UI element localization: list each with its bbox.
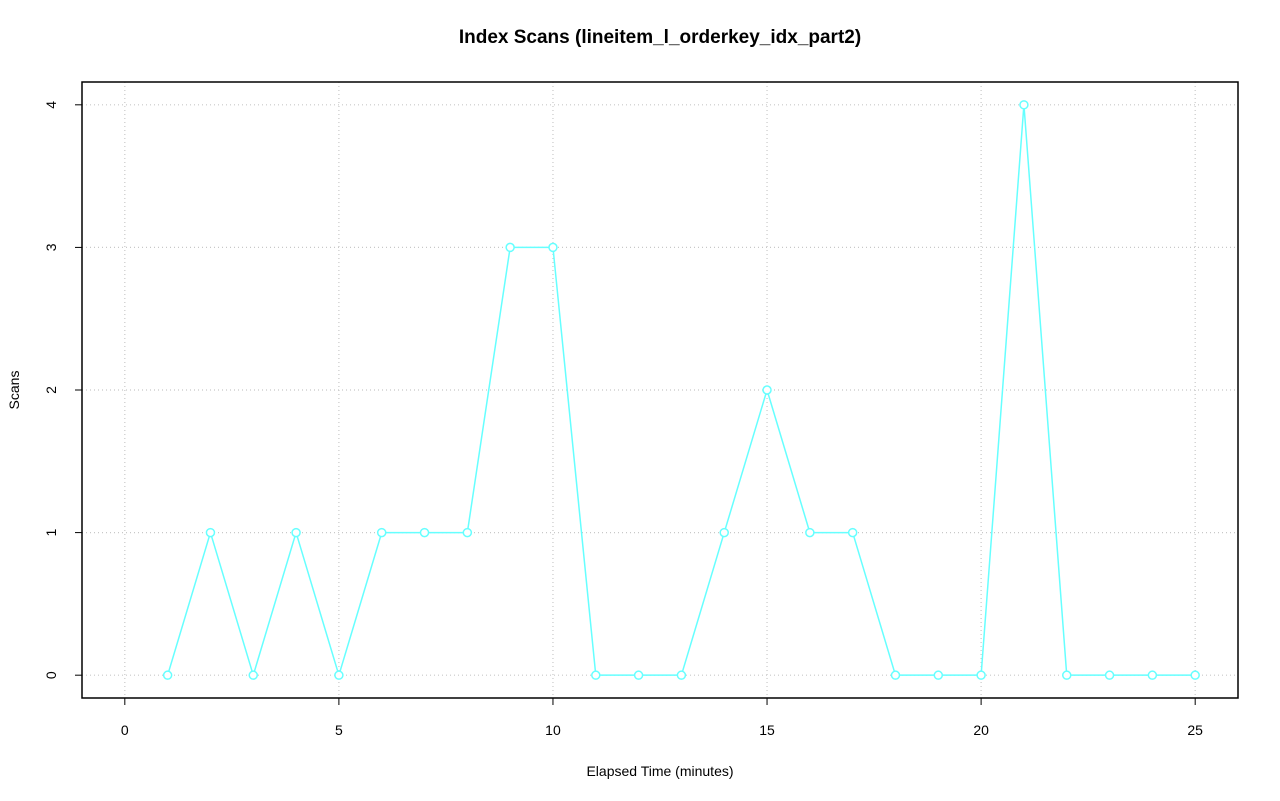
data-point bbox=[633, 670, 644, 680]
y-tick-label: 1 bbox=[43, 528, 59, 536]
y-axis-label: Scans bbox=[6, 371, 22, 410]
data-point bbox=[847, 527, 858, 538]
data-point bbox=[419, 527, 430, 538]
data-point bbox=[462, 527, 473, 538]
data-point bbox=[334, 670, 344, 680]
data-point bbox=[205, 527, 216, 538]
data-point bbox=[805, 527, 815, 538]
plot-frame bbox=[81, 81, 1239, 699]
data-point bbox=[548, 242, 558, 253]
data-point bbox=[376, 527, 387, 538]
data-point bbox=[976, 670, 986, 680]
data-point bbox=[1147, 670, 1158, 680]
data-point bbox=[1019, 100, 1029, 110]
x-tick-label: 25 bbox=[1187, 722, 1203, 738]
data-point bbox=[676, 670, 687, 680]
series-line bbox=[166, 104, 1196, 678]
y-tick-label: 0 bbox=[43, 671, 59, 679]
chart-title: Index Scans (lineitem_l_orderkey_idx_par… bbox=[459, 27, 861, 48]
y-tick-label: 3 bbox=[43, 243, 59, 251]
data-point bbox=[1190, 670, 1200, 680]
y-tick-label: 4 bbox=[43, 101, 59, 109]
data-point bbox=[890, 670, 901, 680]
data-point bbox=[291, 527, 301, 538]
data-point bbox=[1061, 670, 1072, 680]
data-point bbox=[933, 670, 944, 680]
data-point bbox=[162, 670, 173, 680]
x-tick-label: 0 bbox=[121, 722, 129, 738]
data-point bbox=[719, 527, 729, 538]
x-axis-label: Elapsed Time (minutes) bbox=[586, 763, 733, 779]
data-point bbox=[762, 385, 772, 395]
x-tick-label: 20 bbox=[973, 722, 989, 738]
x-tick-label: 10 bbox=[545, 722, 561, 738]
y-tick-label: 2 bbox=[43, 386, 59, 394]
x-tick-label: 5 bbox=[335, 722, 343, 738]
data-point bbox=[591, 670, 601, 680]
x-tick-label: 15 bbox=[759, 722, 775, 738]
data-point bbox=[248, 670, 259, 680]
data-point bbox=[1104, 670, 1115, 680]
data-point bbox=[505, 242, 515, 253]
